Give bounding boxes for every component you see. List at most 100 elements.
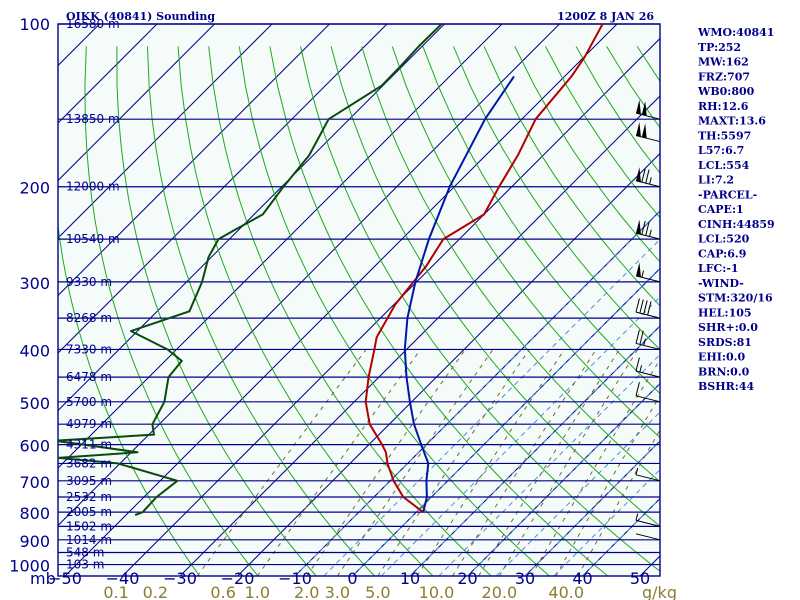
stat-line: TH:5597	[698, 129, 751, 142]
moist-adiabat-line	[582, 497, 660, 576]
wind-barb	[635, 262, 661, 283]
mixing-ratio-line	[306, 349, 466, 576]
stat-line: L57:6.7	[698, 144, 744, 157]
mixing-ratio-line	[577, 429, 660, 576]
wind-barb	[635, 122, 661, 143]
wind-barb-staff	[635, 232, 661, 240]
isotherm-line	[58, 24, 503, 469]
stat-line: LCL:520	[698, 233, 750, 246]
stat-line: EHI:0.0	[698, 351, 745, 364]
dry-adiabat-line	[790, 46, 800, 576]
temperature-tick-label: 10	[400, 569, 420, 588]
wind-barb-pennant	[636, 122, 641, 137]
dry-adiabat-line	[483, 46, 660, 307]
stat-line: CAPE:1	[698, 203, 744, 216]
dry-adiabat-line	[84, 46, 259, 576]
isotherm-line	[58, 24, 215, 182]
stat-line: STM:320/16	[698, 292, 773, 305]
mixing-ratio-tick-label: 5.0	[365, 583, 390, 600]
mixing-ratio-line	[377, 349, 530, 576]
wind-barb-pennant	[636, 167, 641, 182]
wind-barb	[635, 99, 661, 120]
stat-line: MW:162	[698, 56, 749, 69]
wind-barb-half-flag	[635, 513, 639, 521]
stat-line: LCL:554	[698, 159, 750, 172]
stat-line: RH:12.6	[698, 100, 749, 113]
wind-barb-half-flag	[649, 177, 652, 185]
wind-barb-staff	[635, 180, 661, 188]
mixing-ratio-tick-label: 2.0	[294, 583, 319, 600]
mixing-ratio-line	[498, 349, 639, 576]
mixing-ratio-line	[478, 349, 620, 576]
dry-adiabat-line	[391, 46, 660, 439]
moist-adiabat-line	[553, 468, 660, 576]
temperature-tick-label: −30	[163, 569, 197, 588]
isotherm-line	[58, 24, 445, 412]
mixing-ratio-line	[256, 349, 422, 576]
isotherm-line	[237, 152, 660, 576]
dry-adiabat-line	[208, 46, 492, 576]
isotherm-line	[58, 24, 273, 239]
wind-barb-half-flag	[641, 270, 645, 278]
mixing-ratio-line	[452, 349, 597, 576]
mixing-ratio-tick-label: 20.0	[482, 583, 518, 600]
isotherm-line	[58, 24, 560, 527]
plot-frame	[57, 23, 661, 577]
pressure-tick-label: 200	[19, 179, 50, 198]
moist-adiabat-line	[467, 382, 660, 576]
height-label: 548 m	[66, 546, 104, 560]
height-label: 13850 m	[66, 112, 120, 126]
dry-adiabat-line	[453, 46, 660, 351]
height-label: 3682 m	[66, 456, 112, 470]
wind-barb-flag	[645, 169, 650, 184]
height-label: 16580 m	[66, 17, 120, 31]
mixing-ratio-tick-label: 3.0	[325, 583, 350, 600]
wind-barb-flag	[635, 382, 640, 396]
height-label: 1014 m	[66, 533, 112, 547]
pressure-tick-label: 900	[19, 532, 50, 551]
pressure-tick-label: 500	[19, 394, 50, 413]
temperature-tick-label: 50	[630, 569, 650, 588]
height-label: 103 m	[66, 558, 104, 572]
height-label: 3095 m	[66, 474, 112, 488]
wind-barb-staff	[635, 275, 661, 283]
wind-barb-flag	[639, 299, 644, 314]
wind-barb-half-flag	[643, 338, 646, 346]
wind-barb	[635, 513, 661, 527]
stat-line: MAXT:13.6	[698, 115, 766, 128]
height-label: 4979 m	[66, 417, 112, 431]
wind-barb	[635, 329, 661, 350]
temperature-tick-label: 40	[572, 569, 592, 588]
wind-barb-flag	[641, 168, 646, 183]
mixing-ratio-tick-label: 1.0	[245, 583, 270, 600]
wind-barb-flag	[643, 300, 648, 315]
dry-adiabat-line	[300, 46, 660, 572]
wind-barb-pennant	[636, 262, 641, 278]
dewpoint-profile-line	[58, 24, 443, 517]
wind-barb-flag	[635, 357, 640, 372]
isotherm-line	[179, 95, 660, 576]
height-label: 7330 m	[66, 342, 112, 356]
temperature-tick-label: 0	[347, 569, 357, 588]
moist-adiabat-line	[323, 238, 660, 576]
mixing-ratio-tick-label: 40.0	[548, 583, 584, 600]
pressure-tick-label: 800	[19, 504, 50, 523]
pressure-tick-label: 400	[19, 341, 50, 360]
wind-barb	[635, 533, 661, 541]
moist-adiabat-line	[294, 209, 660, 576]
dry-adiabat-line	[422, 46, 660, 395]
wind-barb	[635, 219, 661, 240]
wind-barb-staff	[635, 519, 661, 527]
height-label: 5700 m	[66, 395, 112, 409]
mixing-ratio-line	[555, 394, 660, 576]
mixing-ratio-line	[336, 349, 494, 576]
moist-adiabat-line	[409, 325, 660, 576]
dry-adiabat-line	[361, 46, 660, 483]
height-label: 4311 m	[66, 438, 112, 452]
wind-barb-half-flag	[649, 229, 652, 237]
isobar-layer	[57, 23, 661, 577]
wind-barb-half-flag	[635, 467, 639, 475]
stat-line: LI:7.2	[698, 174, 734, 187]
height-label: 6478 m	[66, 370, 112, 384]
